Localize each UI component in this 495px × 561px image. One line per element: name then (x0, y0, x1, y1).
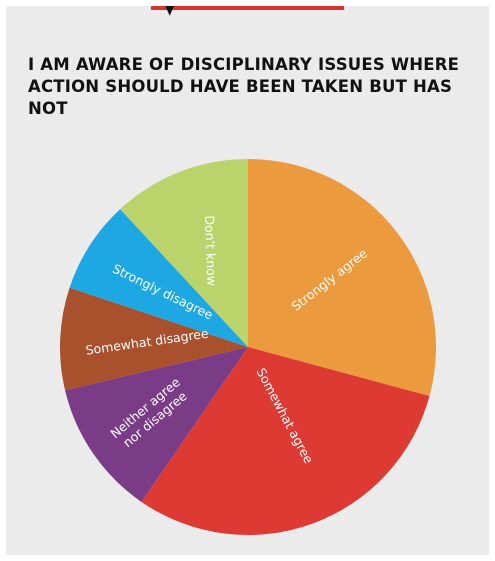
chart-title: I AM AWARE OF DISCIPLINARY ISSUES WHERE … (28, 55, 460, 118)
chart-card: I AM AWARE OF DISCIPLINARY ISSUES WHERE … (6, 6, 489, 555)
top-bar (150, 6, 345, 16)
pie-slice-neither-agree-nor-disagree (65, 347, 248, 502)
pie-slice-strongly-disagree (69, 209, 248, 347)
slice-label-don-t-know: Don't know (202, 215, 219, 286)
pie-slice-don-t-know (120, 159, 248, 347)
pie-slice-somewhat-disagree (60, 287, 248, 391)
pie-slice-strongly-agree (248, 159, 436, 397)
pie-slices (60, 159, 436, 535)
top-red-band (150, 6, 345, 10)
marker-triangle-icon (165, 6, 175, 16)
pie-slice-somewhat-agree (141, 347, 430, 535)
